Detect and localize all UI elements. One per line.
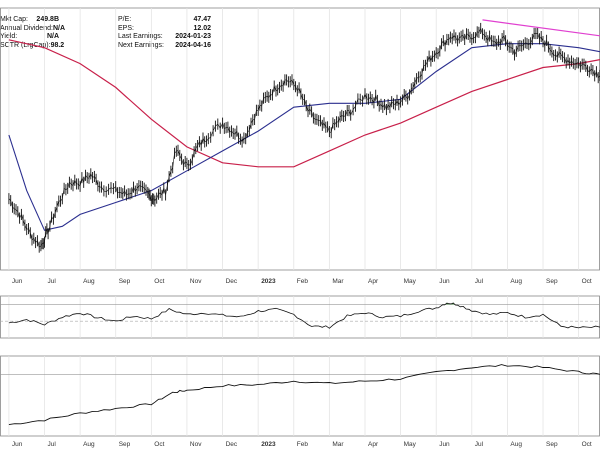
x-axis-label-bottom: Aug [83, 441, 95, 448]
x-axis-label-top: Jun [12, 278, 23, 285]
stat-label: Next Earnings: [118, 41, 164, 49]
x-axis-label-bottom: Oct [582, 441, 592, 448]
x-axis-label-top: Dec [226, 278, 238, 285]
oscillator-overbought-fill [8, 303, 600, 305]
x-axis-label-bottom: May [404, 441, 417, 448]
x-axis-label-bottom: Mar [332, 441, 344, 448]
stat-label: P/E: [118, 16, 132, 23]
trendline [482, 19, 600, 37]
x-axis-label-top: Oct [582, 278, 592, 285]
stat-label: Annual Dividend: [0, 24, 53, 32]
x-axis-label-top: Jul [48, 278, 57, 285]
price-line [8, 27, 600, 248]
stat-label: EPS: [118, 24, 134, 32]
x-axis-label-bottom: 2023 [261, 441, 276, 448]
stat-value: 12.02 [193, 24, 211, 32]
x-axis-label-top: Oct [154, 278, 164, 285]
stat-label: Mkt Cap: [0, 16, 29, 23]
moving-average-long-line [8, 39, 600, 168]
x-axis-label-top: Apr [368, 278, 379, 285]
stat-row: EPS: 12.02 [118, 25, 211, 34]
x-axis-label-top: 2023 [261, 278, 276, 285]
x-axis-label-top: Nov [190, 278, 202, 285]
panel-frame-rel [0, 355, 600, 437]
x-axis-label-top: Aug [83, 278, 95, 285]
x-axis-label-top: May [404, 278, 417, 285]
stats-panel-right: P/E: 47.47 EPS: 12.02 Last Earnings: 2024-01-… [118, 16, 211, 50]
stat-value: N/A [46, 33, 59, 41]
stat-row: SCTR (LrgCap): 98.2 [0, 41, 64, 51]
panel-frame-osc [0, 295, 600, 339]
relative-strength-line [8, 364, 600, 426]
x-axis-label-top: Aug [510, 278, 522, 285]
stat-value: 249.8B [36, 16, 59, 23]
moving-average-short-line [8, 43, 600, 231]
stat-value: 2024-04-16 [175, 41, 211, 49]
x-axis-label-top: Jun [439, 278, 450, 285]
x-axis-label-bottom: Nov [190, 441, 202, 448]
stat-value: 47.47 [193, 16, 211, 23]
oscillator-line [8, 302, 600, 329]
x-axis-label-bottom: Jun [439, 441, 450, 448]
x-axis-label-top: Jul [475, 278, 484, 285]
stat-row: Mkt Cap: 249.8B [0, 16, 59, 25]
x-axis-label-bottom: Dec [226, 441, 238, 448]
x-axis-label-bottom: Aug [510, 441, 522, 448]
x-axis-label-bottom: Jun [12, 441, 23, 448]
x-axis-label-bottom: Jul [48, 441, 57, 448]
x-axis-label-top: Sep [119, 278, 131, 285]
stat-label: Last Earnings: [118, 33, 163, 41]
x-axis-label-bottom: Oct [154, 441, 164, 448]
x-axis-label-top: Mar [332, 278, 344, 285]
x-axis-label-bottom: Feb [297, 441, 309, 448]
x-axis-label-bottom: Jul [475, 441, 484, 448]
stat-row: Annual Dividend: N/A [0, 24, 65, 34]
x-axis-label-bottom: Apr [368, 441, 379, 448]
stat-value: 98.2 [50, 41, 65, 49]
x-axis-label-bottom: Sep [119, 441, 131, 448]
stat-value: N/A [52, 24, 65, 32]
stat-row: P/E: 47.47 [118, 16, 211, 25]
stat-label: SCTR (LrgCap): [0, 41, 51, 49]
stat-row: Next Earnings: 2024-04-16 [118, 42, 211, 51]
x-axis-label-top: Feb [297, 278, 309, 285]
stat-value: 2024-01-23 [175, 33, 211, 41]
x-axis-label-top: Sep [546, 278, 558, 285]
stat-row: Last Earnings: 2024-01-23 [118, 33, 211, 42]
x-axis-label-bottom: Sep [546, 441, 558, 448]
